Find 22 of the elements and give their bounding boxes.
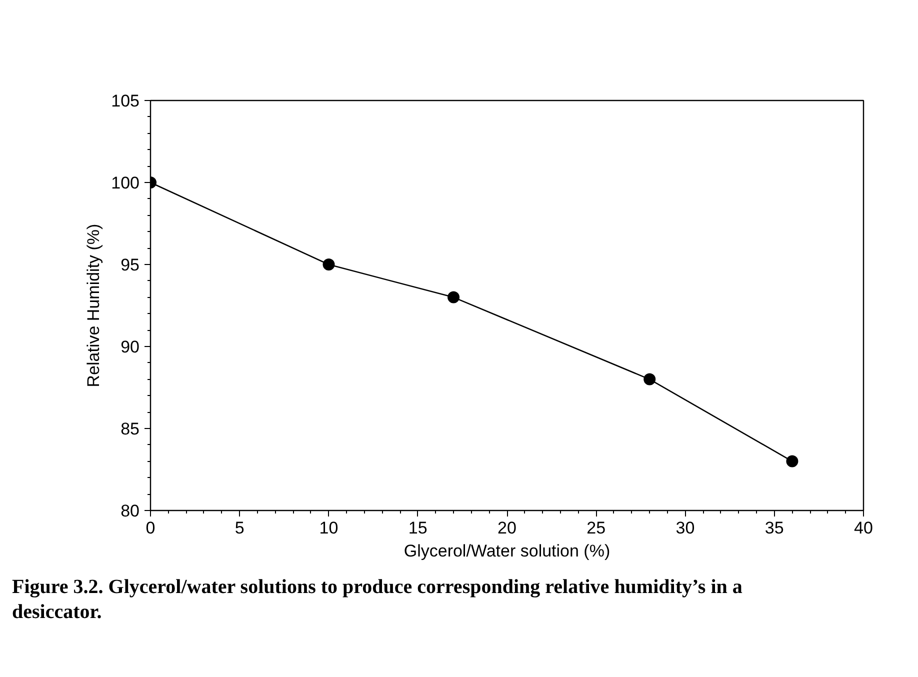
x-tick-label: 5 xyxy=(234,518,244,538)
x-tick-label: 10 xyxy=(319,518,338,538)
y-axis-title: Relative Humidity (%) xyxy=(84,224,104,388)
point xyxy=(644,373,656,386)
x-tick-label: 35 xyxy=(764,518,784,538)
x-tick-label: 15 xyxy=(408,518,428,538)
point xyxy=(322,258,335,270)
y-tick-label: 95 xyxy=(120,256,140,274)
y-tick-label: 85 xyxy=(120,420,140,438)
x-tick-label: 40 xyxy=(854,518,873,538)
y-tick-label: 105 xyxy=(111,92,140,110)
x-tick-label: 25 xyxy=(586,518,606,538)
caption: Figure 3.2. Glycerol/water solutions to produce corresponding relative humidity’s in a desiccator. xyxy=(12,575,744,625)
y-tick-label: 100 xyxy=(111,174,140,192)
x-tick-label: 20 xyxy=(498,518,516,538)
y-tick-label: 90 xyxy=(120,338,140,356)
x-axis-title: Glycerol/Water solution (%) xyxy=(404,542,610,560)
x-tick-label: 0 xyxy=(146,518,156,538)
x-tick-label: 30 xyxy=(676,518,695,538)
point xyxy=(448,291,460,304)
point xyxy=(786,455,798,468)
y-tick-label: 80 xyxy=(120,502,140,520)
